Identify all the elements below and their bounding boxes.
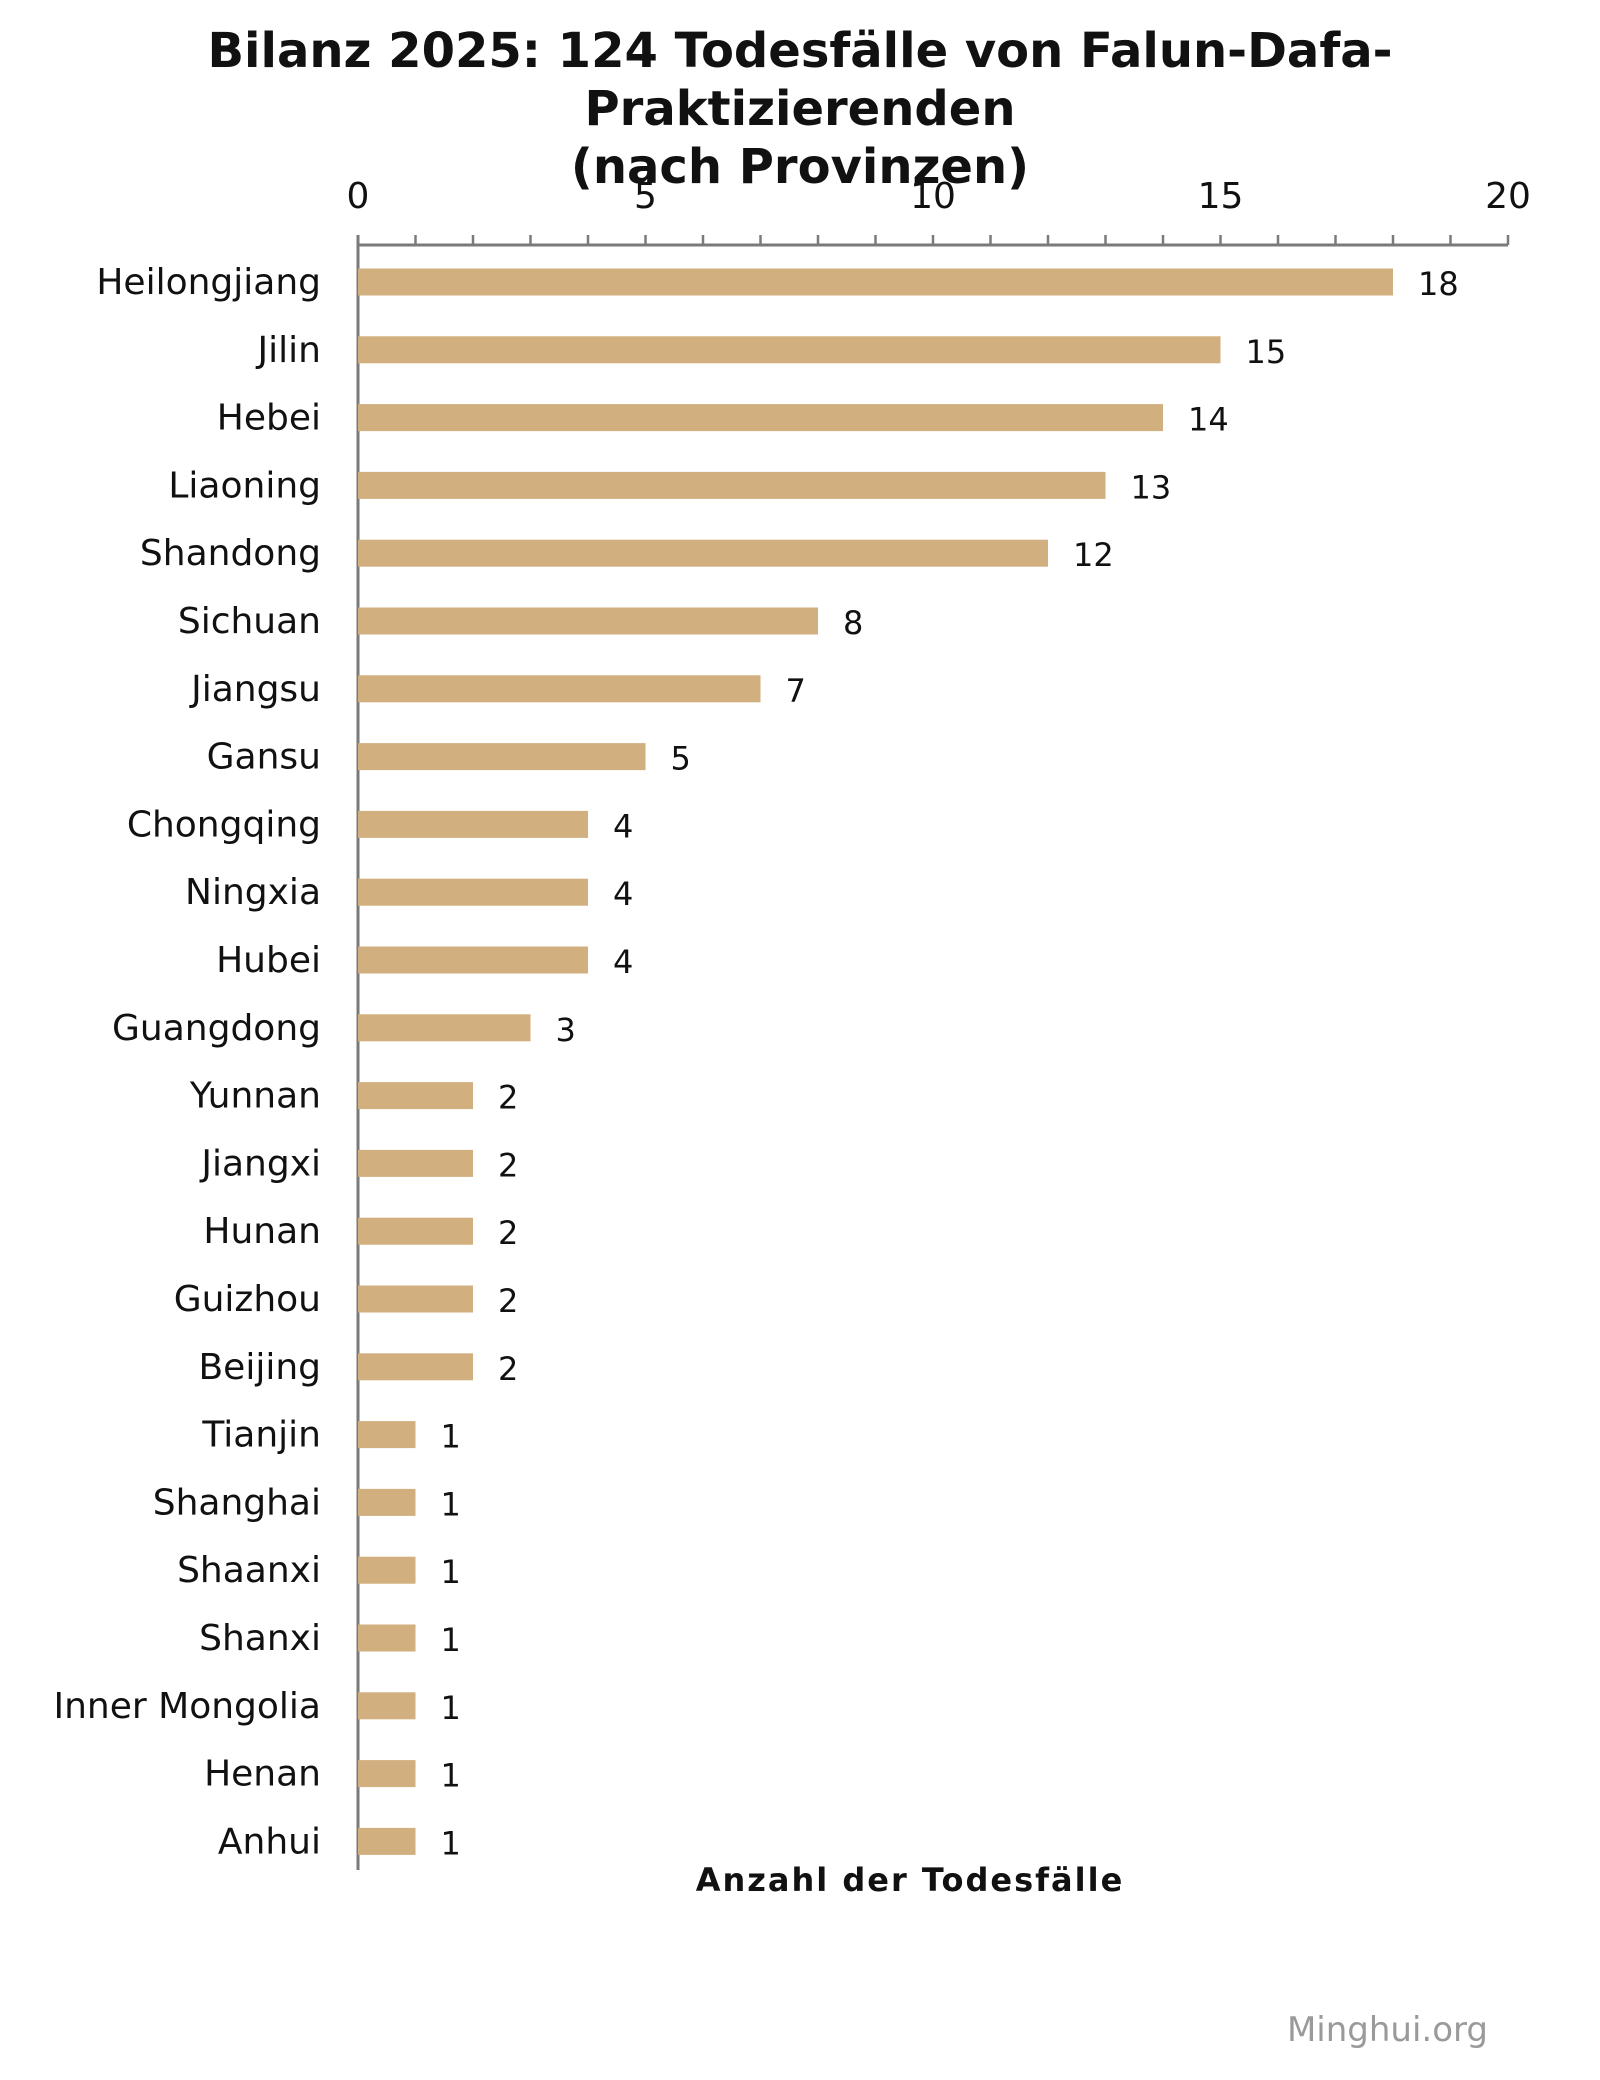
value-label: 1: [441, 1757, 461, 1795]
category-label: Hebei: [217, 398, 321, 439]
x-axis-title: Anzahl der Todesfälle: [696, 1861, 1125, 1899]
bar: [358, 1760, 416, 1788]
value-label: 14: [1188, 401, 1229, 439]
chart-title-line-1: Bilanz 2025: 124 Todesfälle von Falun-Da…: [207, 23, 1393, 137]
bar: [358, 539, 1048, 567]
bar: [358, 268, 1393, 296]
value-label: 1: [441, 1553, 461, 1591]
x-tick-label: 15: [1198, 176, 1244, 217]
value-label: 13: [1131, 468, 1172, 506]
category-label: Hubei: [216, 940, 321, 981]
bar: [358, 878, 588, 906]
value-label: 1: [441, 1824, 461, 1862]
value-label: 8: [843, 604, 863, 642]
value-label: 1: [441, 1689, 461, 1727]
category-labels: Heilongjiang Jilin Hebei Liaoning Shandong Si…: [54, 262, 322, 1862]
x-tick-label: 0: [347, 176, 370, 217]
value-label: 4: [613, 875, 633, 913]
bar: [358, 1421, 416, 1449]
value-label: 2: [498, 1079, 518, 1117]
bar: [358, 1285, 473, 1313]
value-label: 4: [613, 807, 633, 845]
category-label: Guangdong: [112, 1008, 321, 1049]
category-label: Sichuan: [178, 601, 321, 642]
value-label: 4: [613, 943, 633, 981]
category-label: Ningxia: [185, 872, 321, 913]
value-label: 1: [441, 1485, 461, 1523]
category-label: Liaoning: [168, 465, 321, 506]
bar: [358, 471, 1106, 499]
bar: [358, 1624, 416, 1652]
category-label: Hunan: [203, 1211, 321, 1252]
bar: [358, 1217, 473, 1245]
bar: [358, 675, 761, 703]
x-tick-label: 5: [634, 176, 657, 217]
bar: [358, 946, 588, 974]
bar: [358, 1827, 416, 1855]
value-label: 1: [441, 1418, 461, 1456]
category-label: Shanghai: [153, 1482, 321, 1523]
category-label: Anhui: [218, 1821, 321, 1862]
bar: [358, 336, 1221, 364]
bar: [358, 1353, 473, 1381]
value-label: 12: [1073, 536, 1114, 574]
bar: [358, 607, 818, 635]
category-label: Jiangxi: [199, 1143, 321, 1184]
category-label: Heilongjiang: [96, 262, 321, 303]
value-label: 7: [786, 672, 806, 710]
category-label: Chongqing: [127, 804, 321, 845]
category-label: Guizhou: [174, 1279, 321, 1320]
bar: [358, 1014, 531, 1042]
category-label: Shanxi: [199, 1618, 321, 1659]
bar: [358, 810, 588, 838]
bar: [358, 404, 1163, 432]
bar: [358, 1556, 416, 1584]
bar: [358, 1082, 473, 1110]
bars: [358, 268, 1393, 1855]
value-label: 2: [498, 1350, 518, 1388]
value-label: 18: [1418, 265, 1459, 303]
bar: [358, 1149, 473, 1177]
value-label: 15: [1246, 333, 1287, 371]
chart-title-line-2: (nach Provinzen): [570, 139, 1030, 195]
category-label: Shaanxi: [177, 1550, 321, 1591]
x-tick-label: 20: [1485, 176, 1531, 217]
value-label: 5: [671, 740, 691, 778]
chart-title: Bilanz 2025: 124 Todesfälle von Falun-Da…: [0, 22, 1600, 196]
value-label: 1: [441, 1621, 461, 1659]
value-label: 2: [498, 1146, 518, 1184]
x-tick-label: 10: [910, 176, 956, 217]
category-label: Beijing: [198, 1347, 321, 1388]
value-label: 3: [556, 1011, 576, 1049]
category-label: Inner Mongolia: [54, 1686, 322, 1727]
category-label: Jilin: [256, 330, 321, 371]
category-label: Shandong: [140, 533, 321, 574]
bar: [358, 1488, 416, 1516]
bar: [358, 743, 646, 771]
category-label: Henan: [204, 1754, 321, 1795]
bar: [358, 1692, 416, 1720]
category-label: Jiangsu: [189, 669, 321, 710]
category-label: Tianjin: [201, 1415, 321, 1456]
category-label: Yunnan: [189, 1076, 321, 1117]
value-label: 2: [498, 1214, 518, 1252]
category-label: Gansu: [207, 737, 321, 778]
watermark: Minghui.org: [1286, 2010, 1488, 2050]
value-label: 2: [498, 1282, 518, 1320]
x-axis-ticks: 0 5 10 15 20: [347, 176, 1531, 245]
